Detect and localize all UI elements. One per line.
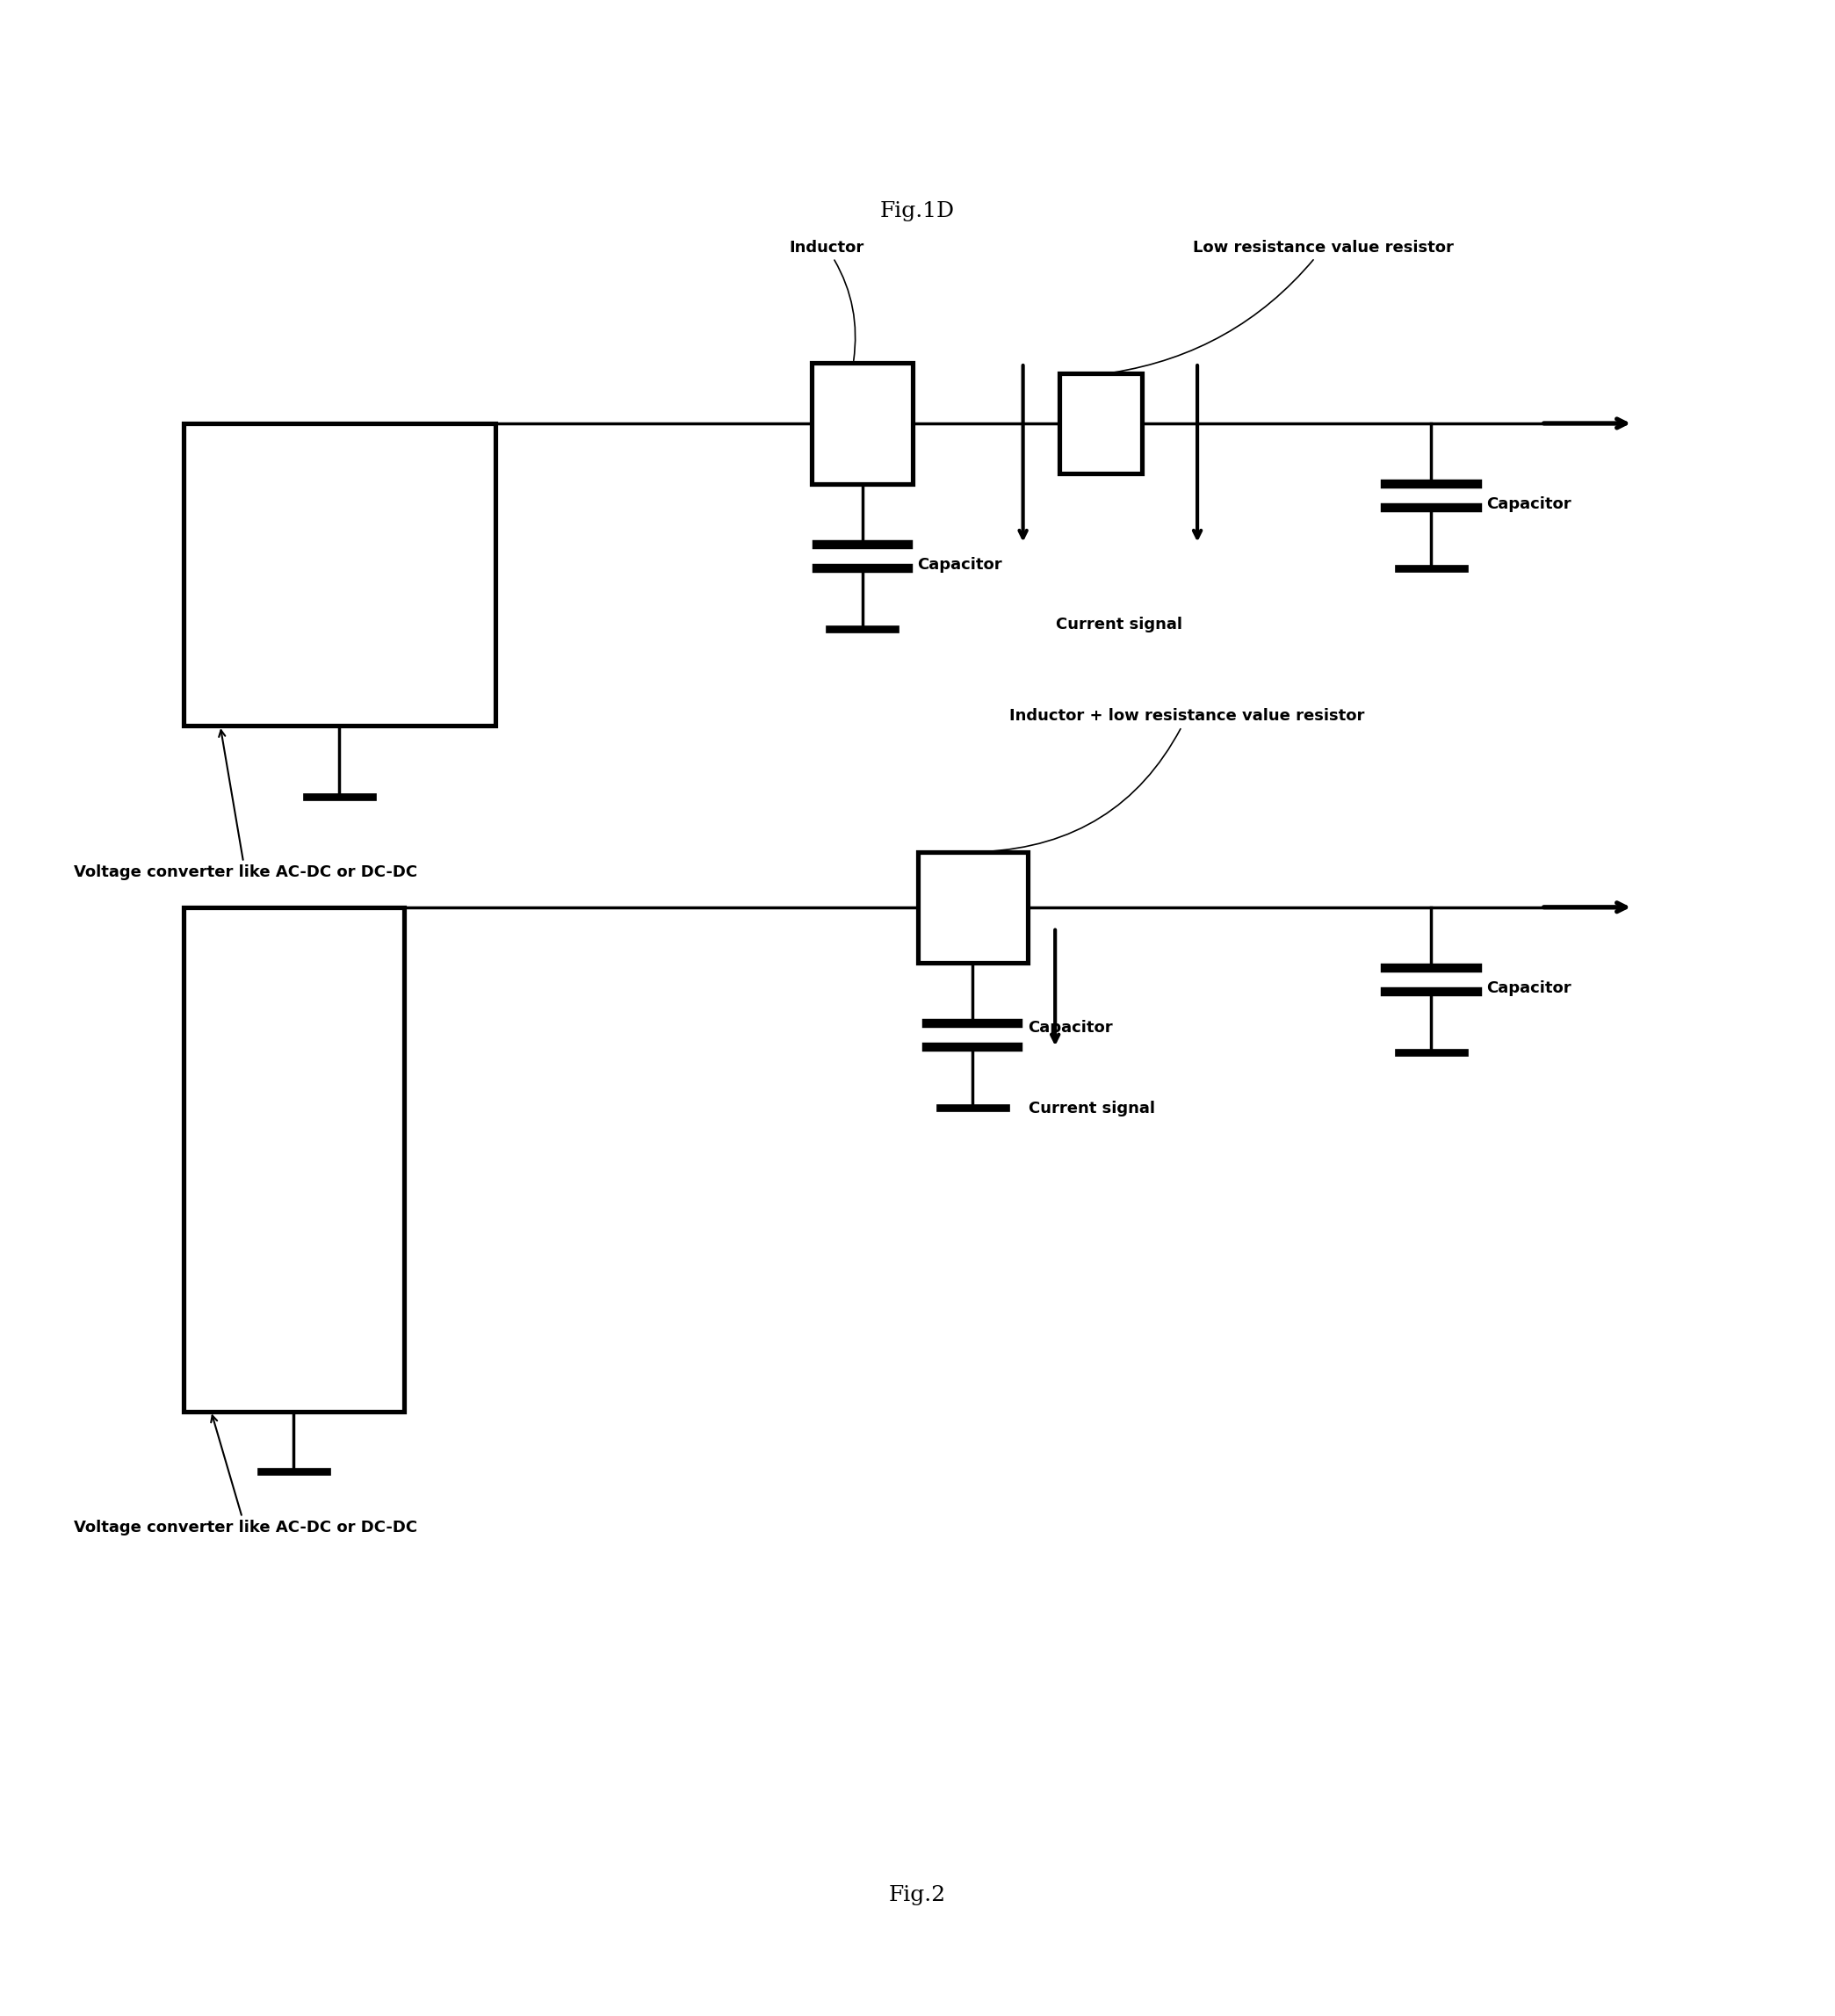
Text: Voltage converter like AC-DC or DC-DC: Voltage converter like AC-DC or DC-DC: [73, 1415, 417, 1536]
Bar: [811, 363, 912, 484]
Text: Inductor + low resistance value resistor: Inductor + low resistance value resistor: [984, 708, 1365, 851]
Text: Current signal: Current signal: [1029, 1101, 1154, 1117]
Text: Capacitor: Capacitor: [918, 556, 1002, 573]
Bar: [184, 423, 495, 726]
Text: Fig.2: Fig.2: [888, 1885, 947, 1905]
Bar: [1061, 373, 1141, 474]
Bar: [184, 907, 404, 1411]
Text: Inductor: Inductor: [789, 240, 864, 361]
Bar: [918, 851, 1028, 962]
Text: Capacitor: Capacitor: [1486, 980, 1571, 996]
Text: Low resistance value resistor: Low resistance value resistor: [1112, 240, 1453, 373]
Text: Capacitor: Capacitor: [1486, 496, 1571, 512]
Text: Current signal: Current signal: [1057, 617, 1182, 633]
Text: Fig.1D: Fig.1D: [881, 202, 954, 222]
Text: Capacitor: Capacitor: [1028, 1020, 1112, 1036]
Text: Voltage converter like AC-DC or DC-DC: Voltage converter like AC-DC or DC-DC: [73, 730, 417, 881]
